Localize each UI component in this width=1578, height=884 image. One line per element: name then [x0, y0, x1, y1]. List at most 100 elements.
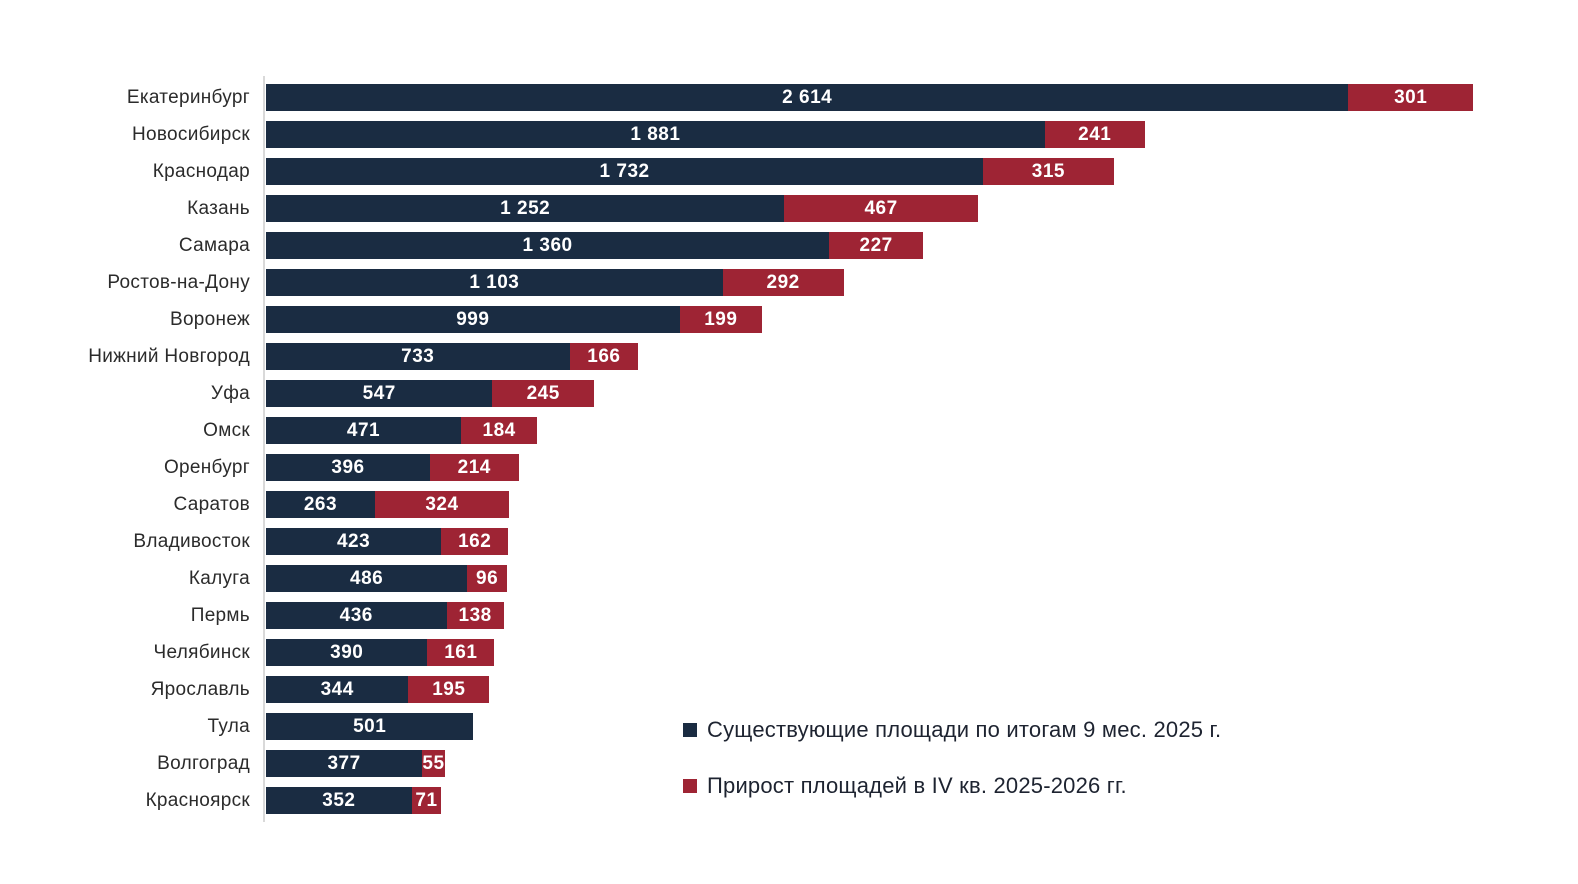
bar-segment-existing: 1 252 — [266, 195, 785, 222]
bar-row: Владивосток 423 162 — [0, 523, 1578, 560]
bar-group: 377 55 — [266, 750, 445, 777]
bar-row: Омск 471 184 — [0, 412, 1578, 449]
category-label: Волгоград — [157, 752, 250, 774]
legend-swatch-existing-icon — [683, 723, 697, 737]
bar-segment-existing: 263 — [266, 491, 375, 518]
bar-segment-existing: 1 732 — [266, 158, 984, 185]
category-label: Тула — [207, 715, 250, 737]
category-label: Воронеж — [169, 308, 250, 330]
bar-row: Уфа 547 245 — [0, 375, 1578, 412]
bar-segment-existing: 344 — [266, 676, 409, 703]
bar-segment-existing: 733 — [266, 343, 570, 370]
bar-row: Нижний Новгород 733 166 — [0, 338, 1578, 375]
bar-row: Пермь 436 138 — [0, 597, 1578, 634]
bar-row: Казань 1 252 467 — [0, 190, 1578, 227]
bar-segment-growth: 161 — [427, 639, 495, 666]
bar-segment-growth: 55 — [422, 750, 445, 777]
bar-group: 352 71 — [266, 787, 442, 814]
bar-segment-growth: 241 — [1044, 121, 1145, 148]
bar-segment-existing: 436 — [266, 602, 447, 629]
bar-group: 1 360 227 — [266, 232, 924, 259]
bar-segment-existing: 423 — [266, 528, 442, 555]
y-axis-line — [263, 76, 265, 822]
bar-segment-growth: 315 — [983, 158, 1114, 185]
bar-segment-existing: 1 103 — [266, 269, 723, 296]
bar-segment-growth: 195 — [408, 676, 490, 703]
chart-legend: Существующие площади по итогам 9 мес. 20… — [683, 716, 1221, 828]
bar-group: 263 324 — [266, 491, 510, 518]
bar-row: Красноярск 352 71 — [0, 782, 1578, 819]
bar-segment-growth: 184 — [461, 417, 538, 444]
category-label: Краснодар — [152, 160, 250, 182]
bar-row: Калуга 486 96 — [0, 560, 1578, 597]
bar-group: 344 195 — [266, 676, 490, 703]
bar-row: Тула 501 — [0, 708, 1578, 745]
bar-segment-growth: 467 — [784, 195, 978, 222]
bar-group: 1 252 467 — [266, 195, 978, 222]
bar-segment-growth: 199 — [679, 306, 763, 333]
legend-swatch-growth-icon — [683, 779, 697, 793]
bar-segment-growth: 96 — [467, 565, 507, 592]
legend-label-existing: Существующие площади по итогам 9 мес. 20… — [707, 717, 1222, 742]
category-label: Самара — [178, 234, 250, 256]
bar-segment-growth: 301 — [1348, 84, 1473, 111]
category-label: Владивосток — [133, 530, 250, 552]
category-label: Оренбург — [163, 456, 250, 478]
bar-segment-growth: 245 — [492, 380, 594, 407]
bar-segment-existing: 396 — [266, 454, 430, 481]
legend-label-growth: Прирост площадей в IV кв. 2025-2026 гг. — [707, 773, 1127, 798]
bar-group: 2 614 301 — [266, 84, 1473, 111]
bar-group: 486 96 — [266, 565, 507, 592]
category-label: Ростов-на-Дону — [107, 271, 250, 293]
category-label: Калуга — [188, 567, 250, 589]
bar-segment-existing: 501 — [266, 713, 474, 740]
category-label: Саратов — [173, 493, 250, 515]
bar-row: Волгоград 377 55 — [0, 745, 1578, 782]
bar-segment-existing: 390 — [266, 639, 428, 666]
bar-group: 436 138 — [266, 602, 504, 629]
bar-group: 999 199 — [266, 306, 763, 333]
bar-row: Екатеринбург 2 614 301 — [0, 79, 1578, 116]
category-label: Новосибирск — [131, 123, 250, 145]
bar-segment-growth: 227 — [829, 232, 924, 259]
category-label: Красноярск — [145, 789, 250, 811]
bar-segment-existing: 547 — [266, 380, 493, 407]
bar-segment-existing: 377 — [266, 750, 423, 777]
bar-group: 733 166 — [266, 343, 639, 370]
bar-row: Воронеж 999 199 — [0, 301, 1578, 338]
category-label: Челябинск — [153, 641, 250, 663]
bar-group: 390 161 — [266, 639, 495, 666]
bar-segment-existing: 1 881 — [266, 121, 1045, 148]
bar-group: 1 103 292 — [266, 269, 844, 296]
bar-row: Челябинск 390 161 — [0, 634, 1578, 671]
bar-row: Ростов-на-Дону 1 103 292 — [0, 264, 1578, 301]
bar-segment-growth: 214 — [429, 454, 519, 481]
bar-segment-existing: 999 — [266, 306, 680, 333]
bar-group: 1 732 315 — [266, 158, 1114, 185]
category-label: Ярославль — [150, 678, 250, 700]
bar-segment-existing: 471 — [266, 417, 462, 444]
bar-segment-existing: 1 360 — [266, 232, 830, 259]
bar-row: Новосибирск 1 881 241 — [0, 116, 1578, 153]
category-label: Екатеринбург — [126, 86, 250, 108]
bar-row: Саратов 263 324 — [0, 486, 1578, 523]
bar-group: 396 214 — [266, 454, 519, 481]
bar-group: 547 245 — [266, 380, 594, 407]
bar-segment-growth: 162 — [441, 528, 509, 555]
bar-segment-existing: 352 — [266, 787, 412, 814]
bar-segment-existing: 486 — [266, 565, 468, 592]
legend-item-growth: Прирост площадей в IV кв. 2025-2026 гг. — [683, 772, 1221, 800]
category-label: Омск — [203, 419, 250, 441]
stacked-bar-chart: Екатеринбург 2 614 301 Новосибирск 1 881 241 К… — [0, 79, 1578, 819]
bar-segment-growth: 324 — [374, 491, 510, 518]
bar-segment-growth: 138 — [446, 602, 504, 629]
bar-row: Оренбург 396 214 — [0, 449, 1578, 486]
bar-segment-growth: 71 — [411, 787, 442, 814]
bar-group: 423 162 — [266, 528, 509, 555]
bar-group: 471 184 — [266, 417, 538, 444]
category-label: Пермь — [190, 604, 250, 626]
bar-segment-growth: 292 — [722, 269, 844, 296]
bar-group: 1 881 241 — [266, 121, 1145, 148]
bar-group: 501 — [266, 713, 474, 740]
bar-segment-growth: 166 — [569, 343, 639, 370]
